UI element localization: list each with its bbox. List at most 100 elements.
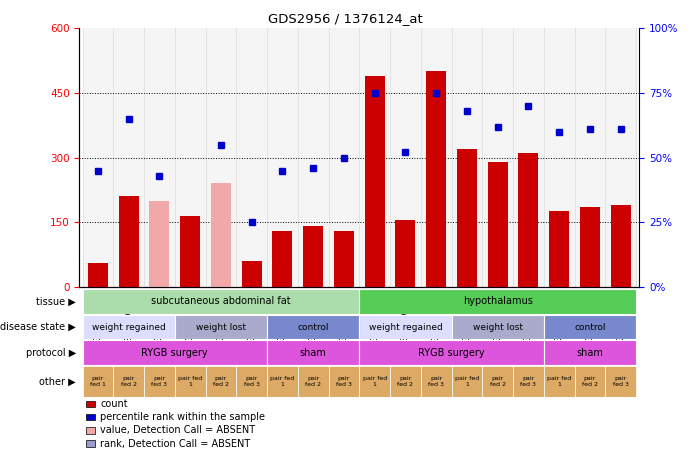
Bar	[272, 231, 292, 287]
Text: tissue ▶: tissue ▶	[36, 296, 76, 307]
Bar	[426, 72, 446, 287]
Bar	[267, 340, 359, 365]
Bar	[328, 366, 359, 397]
Bar	[359, 366, 390, 397]
Bar	[298, 28, 328, 287]
Bar	[82, 28, 113, 287]
Bar	[544, 28, 575, 287]
Bar	[211, 183, 231, 287]
Text: percentile rank within the sample: percentile rank within the sample	[100, 412, 265, 422]
Text: control: control	[574, 323, 606, 331]
Text: pair
fed 2: pair fed 2	[305, 376, 321, 387]
Text: hypothalamus: hypothalamus	[463, 296, 533, 307]
Text: pair
fed 2: pair fed 2	[213, 376, 229, 387]
Bar	[605, 28, 636, 287]
Bar	[575, 28, 605, 287]
Bar	[359, 28, 390, 287]
Bar	[488, 162, 508, 287]
Text: GDS2956 / 1376124_at: GDS2956 / 1376124_at	[268, 12, 423, 25]
Bar	[513, 28, 544, 287]
Text: value, Detection Call = ABSENT: value, Detection Call = ABSENT	[100, 425, 255, 436]
Bar	[267, 315, 359, 339]
Bar	[298, 366, 328, 397]
Bar	[242, 261, 262, 287]
Text: RYGB surgery: RYGB surgery	[418, 347, 485, 358]
Bar	[303, 227, 323, 287]
Bar	[88, 263, 108, 287]
Bar	[452, 28, 482, 287]
Text: sham: sham	[300, 347, 327, 358]
Bar	[544, 366, 575, 397]
Text: weight regained: weight regained	[92, 323, 166, 331]
Text: pair
fed 2: pair fed 2	[582, 376, 598, 387]
Text: subcutaneous abdominal fat: subcutaneous abdominal fat	[151, 296, 291, 307]
Bar	[236, 28, 267, 287]
Bar	[180, 216, 200, 287]
Bar	[82, 315, 175, 339]
Bar	[457, 149, 477, 287]
Bar	[82, 366, 113, 397]
Bar	[359, 340, 544, 365]
Bar	[144, 28, 175, 287]
Text: pair fed
1: pair fed 1	[455, 376, 479, 387]
Bar	[544, 340, 636, 365]
Text: pair
fed 3: pair fed 3	[244, 376, 260, 387]
Text: pair
fed 2: pair fed 2	[397, 376, 413, 387]
Text: pair fed
1: pair fed 1	[363, 376, 387, 387]
Text: sham: sham	[576, 347, 603, 358]
Text: pair
fed 2: pair fed 2	[121, 376, 137, 387]
Bar	[580, 207, 600, 287]
Bar	[482, 366, 513, 397]
Bar	[175, 366, 205, 397]
Bar	[549, 211, 569, 287]
Text: pair
fed 2: pair fed 2	[490, 376, 506, 387]
Bar	[236, 366, 267, 397]
Bar	[518, 153, 538, 287]
Bar	[365, 76, 385, 287]
Text: RYGB surgery: RYGB surgery	[142, 347, 208, 358]
Bar	[82, 289, 359, 314]
Text: disease state ▶: disease state ▶	[0, 322, 76, 332]
Text: control: control	[297, 323, 329, 331]
Text: pair fed
1: pair fed 1	[178, 376, 202, 387]
Bar	[605, 366, 636, 397]
Bar	[328, 28, 359, 287]
Text: pair
fed 3: pair fed 3	[428, 376, 444, 387]
Bar	[113, 28, 144, 287]
Bar	[513, 366, 544, 397]
Bar	[390, 366, 421, 397]
Bar	[359, 315, 452, 339]
Bar	[452, 366, 482, 397]
Bar	[144, 366, 175, 397]
Text: protocol ▶: protocol ▶	[26, 347, 76, 358]
Bar	[575, 366, 605, 397]
Bar	[267, 28, 298, 287]
Text: pair
fed 3: pair fed 3	[151, 376, 167, 387]
Bar	[334, 231, 354, 287]
Text: pair fed
1: pair fed 1	[547, 376, 571, 387]
Text: weight lost: weight lost	[196, 323, 246, 331]
Text: pair
fed 3: pair fed 3	[613, 376, 629, 387]
Bar	[205, 366, 236, 397]
Text: pair
fed 3: pair fed 3	[520, 376, 536, 387]
Bar	[611, 205, 631, 287]
Bar	[175, 315, 267, 339]
Text: weight regained: weight regained	[368, 323, 442, 331]
Bar	[544, 315, 636, 339]
Text: pair
fed 1: pair fed 1	[90, 376, 106, 387]
Text: rank, Detection Call = ABSENT: rank, Detection Call = ABSENT	[100, 438, 250, 449]
Bar	[149, 201, 169, 287]
Text: count: count	[100, 399, 128, 409]
Bar	[390, 28, 421, 287]
Bar	[175, 28, 205, 287]
Bar	[452, 315, 544, 339]
Bar	[82, 340, 267, 365]
Bar	[113, 366, 144, 397]
Bar	[205, 28, 236, 287]
Bar	[267, 366, 298, 397]
Text: weight lost: weight lost	[473, 323, 522, 331]
Bar	[482, 28, 513, 287]
Text: other ▶: other ▶	[39, 376, 76, 386]
Bar	[395, 220, 415, 287]
Bar	[421, 366, 452, 397]
